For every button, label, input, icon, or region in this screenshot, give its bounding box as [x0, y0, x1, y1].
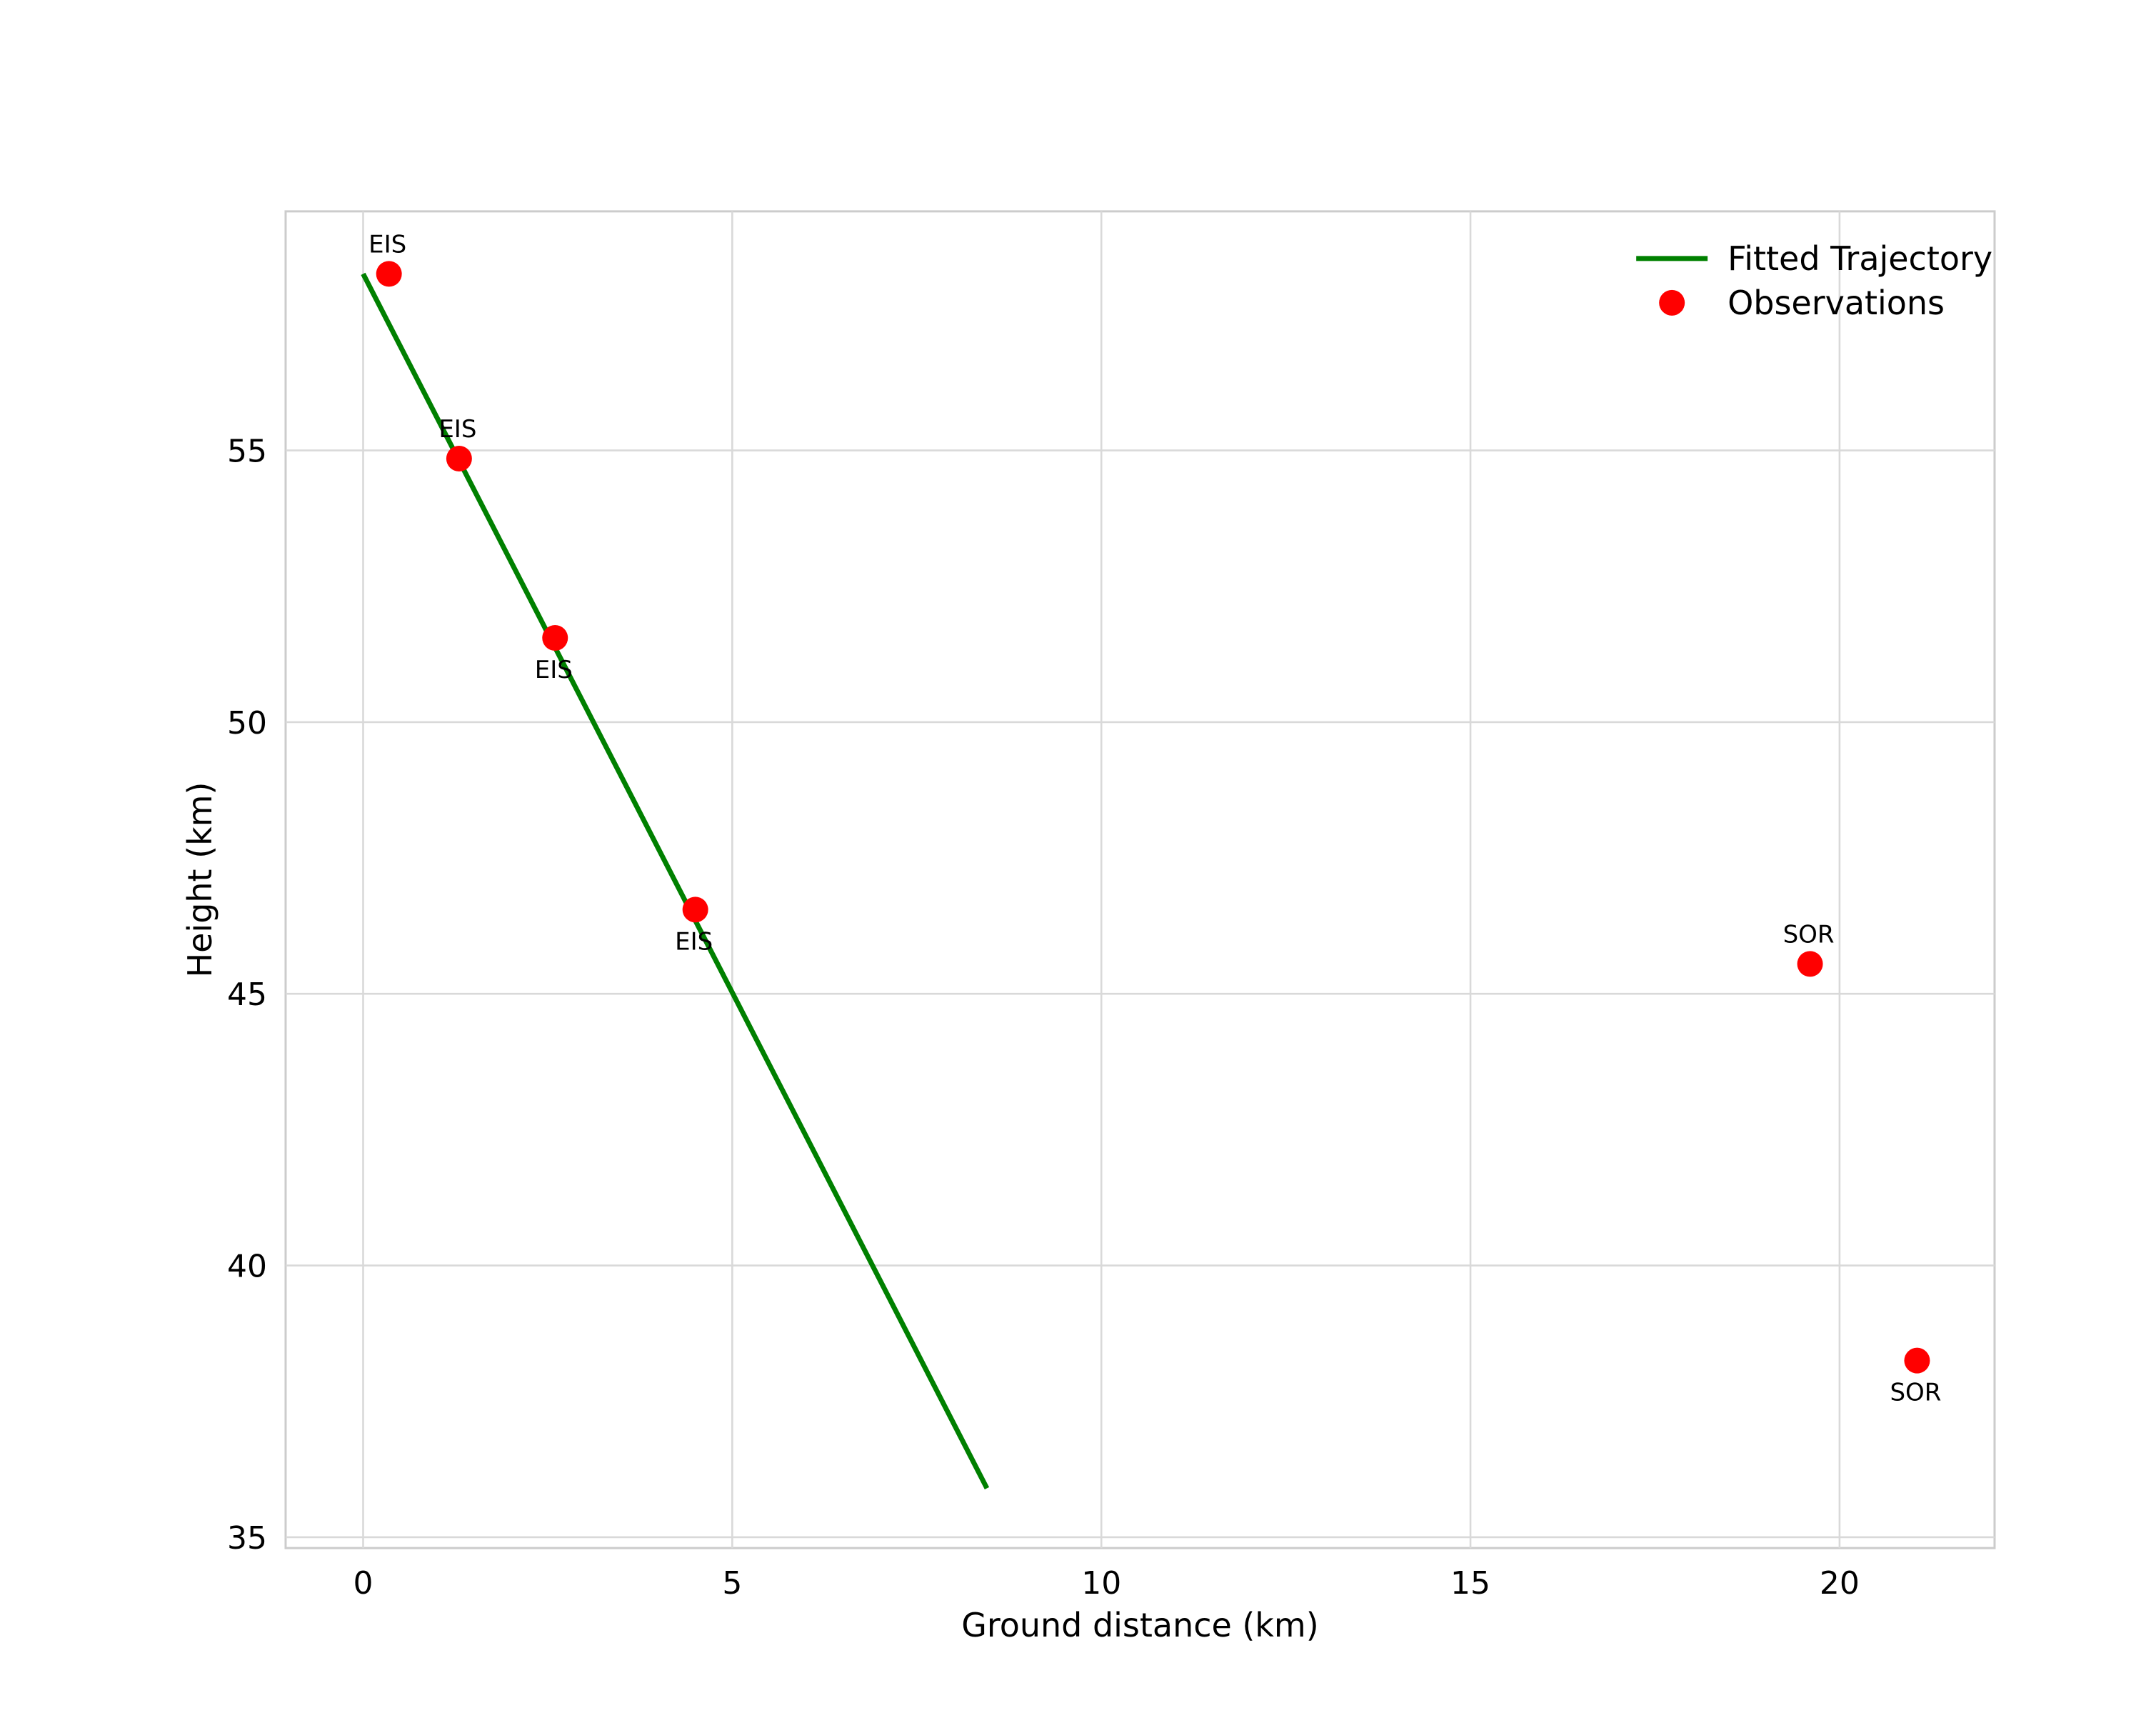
- observation-point: [1797, 951, 1823, 977]
- y-tick-label: 55: [227, 434, 267, 470]
- point-label: SOR: [1890, 1379, 1941, 1407]
- y-tick-label: 40: [227, 1249, 267, 1285]
- y-axis-label: Height (km): [181, 782, 219, 978]
- point-label: EIS: [368, 230, 406, 259]
- x-axis-label: Ground distance (km): [961, 1606, 1318, 1644]
- point-label: EIS: [438, 415, 476, 444]
- fitted-trajectory-line: [361, 272, 990, 1490]
- observation-point: [376, 261, 402, 287]
- observation-point: [1904, 1347, 1930, 1374]
- x-tick-label: 15: [1450, 1565, 1490, 1602]
- observation-point: [446, 445, 472, 471]
- legend-label: Observations: [1728, 284, 1945, 322]
- observation-point: [682, 897, 708, 923]
- grid-layer: [284, 210, 1996, 1549]
- series-layer: [361, 261, 1930, 1490]
- x-tick-label: 0: [354, 1565, 373, 1602]
- point-label: EIS: [675, 927, 713, 956]
- legend-label: Fitted Trajectory: [1728, 239, 1992, 278]
- observation-point: [542, 625, 568, 651]
- legend-marker-sample: [1659, 289, 1685, 316]
- plot-border: [284, 210, 1996, 1549]
- y-tick-label: 45: [227, 977, 267, 1013]
- y-tick-label: 50: [227, 705, 267, 741]
- tick-labels-layer: 0 5 10 15 20 35 40 45 50 55: [227, 434, 1860, 1602]
- x-tick-label: 5: [722, 1565, 742, 1602]
- y-tick-label: 35: [227, 1520, 267, 1557]
- point-label: EIS: [535, 656, 573, 684]
- point-label: SOR: [1783, 920, 1835, 949]
- x-tick-label: 10: [1081, 1565, 1121, 1602]
- x-tick-label: 20: [1820, 1565, 1860, 1602]
- legend: Fitted Trajectory Observations: [1636, 239, 1992, 322]
- annotations-layer: EIS EIS EIS EIS SOR SOR: [368, 230, 1941, 1407]
